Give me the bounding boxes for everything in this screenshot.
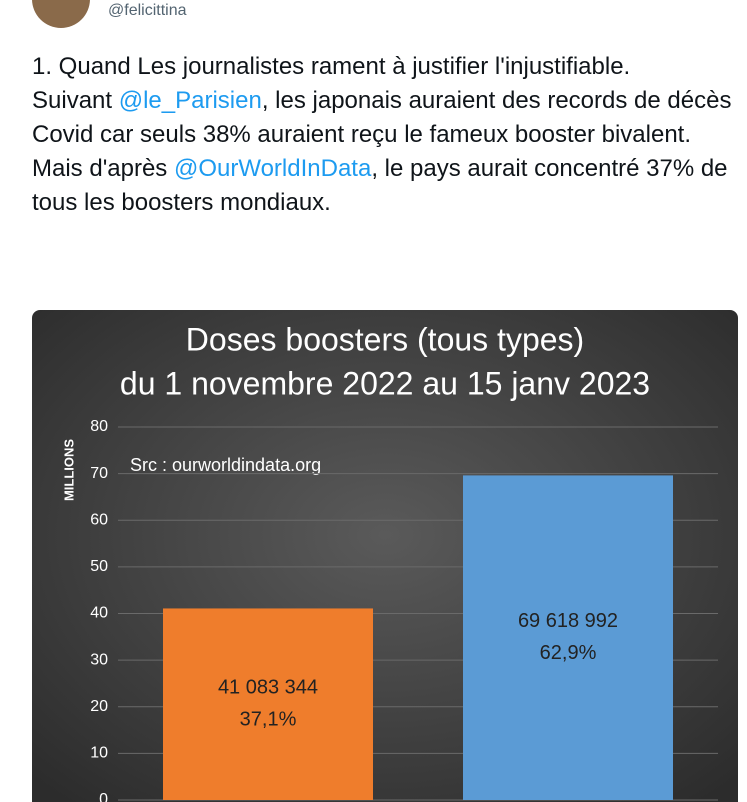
mention[interactable]: @le_Parisien <box>118 87 262 114</box>
text: , les japonais auraient des records de d… <box>32 87 732 148</box>
y-tick-label: 0 <box>99 791 108 802</box>
y-tick-label: 80 <box>90 418 108 435</box>
value-label: 41 083 344 <box>218 677 318 699</box>
y-tick-label: 60 <box>90 511 108 528</box>
handle[interactable]: @felicittina <box>108 2 187 19</box>
paragraph: 1. Quand Les journalistes rament à justi… <box>32 50 732 84</box>
chart: Doses boosters (tous types) du 1 novembr… <box>32 310 738 802</box>
y-tick-label: 70 <box>90 465 108 482</box>
y-tick-label: 30 <box>90 651 108 668</box>
y-tick-label: 40 <box>90 605 108 622</box>
paragraph: Mais d'après @OurWorldInData, le pays au… <box>32 152 732 220</box>
y-axis-label: MILLIONS <box>61 439 76 501</box>
y-tick-label: 10 <box>90 745 108 762</box>
share-label: 62,9% <box>540 642 597 664</box>
text: 1. Quand Les journalistes rament à justi… <box>32 53 631 80</box>
avatar[interactable] <box>32 0 90 28</box>
bar <box>463 475 673 800</box>
text: Mais d'après <box>32 155 174 182</box>
y-tick-label: 50 <box>90 558 108 575</box>
share-label: 37,1% <box>240 709 297 731</box>
chart-title: Doses boosters (tous types) <box>186 321 584 357</box>
paragraph: Suivant @le_Parisien, les japonais aurai… <box>32 84 732 152</box>
bar <box>163 608 373 800</box>
text: , le pays aurait concentré 37% de tous l… <box>32 155 728 216</box>
annotation: Src : ourworldindata.org <box>130 455 321 475</box>
y-tick-label: 20 <box>90 698 108 715</box>
tweet-text: 1. Quand Les journalistes rament à justi… <box>32 50 732 220</box>
text: Suivant <box>32 87 119 114</box>
mention[interactable]: @OurWorldInData <box>173 155 372 182</box>
chart-subtitle: du 1 novembre 2022 au 15 janv 2023 <box>120 365 650 401</box>
value-label: 69 618 992 <box>518 610 618 632</box>
